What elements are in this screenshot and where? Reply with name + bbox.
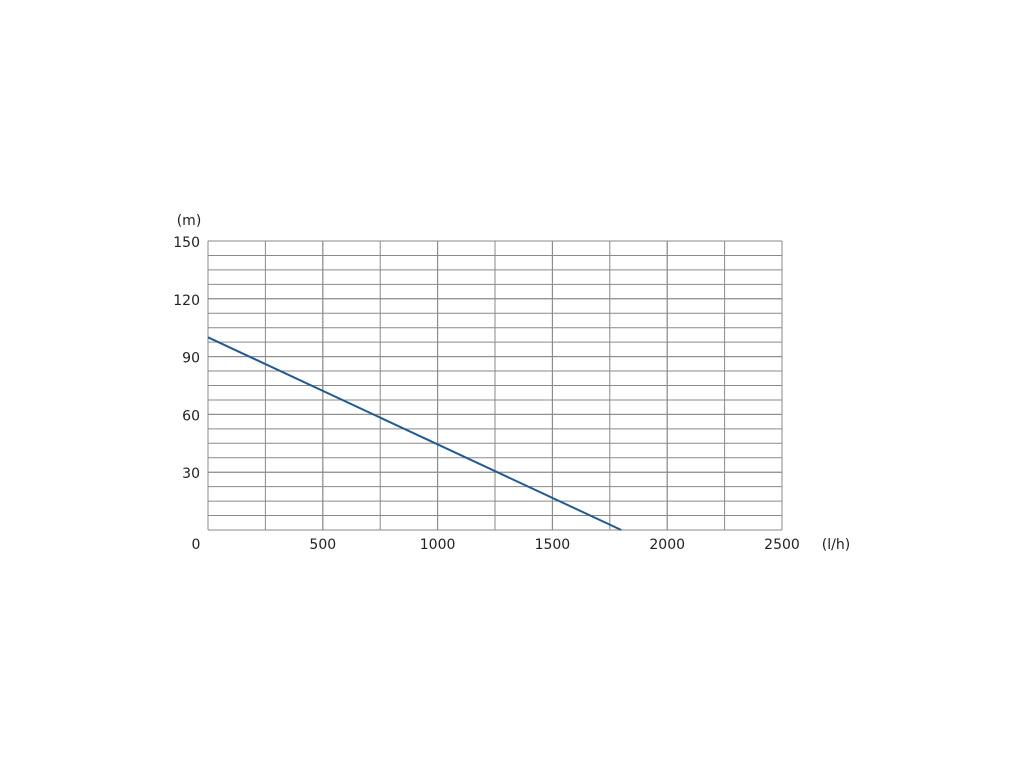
- line-series: [207, 336, 622, 531]
- y-tick-label: 90: [182, 351, 200, 367]
- y-tick-label: 120: [173, 293, 200, 309]
- x-tick-label: 500: [309, 537, 336, 553]
- y-unit: (m): [177, 213, 202, 229]
- x-tick-label: 0: [192, 537, 201, 553]
- x-tick-label: 1500: [535, 537, 571, 553]
- x-unit: (l/h): [822, 537, 850, 553]
- y-tick-label: 150: [173, 235, 200, 251]
- x-tick-label: 2500: [764, 537, 800, 553]
- y-tick-label: 60: [182, 408, 200, 424]
- y-tick-label: 30: [182, 466, 200, 482]
- x-tick-label: 1000: [420, 537, 456, 553]
- x-tick-label: 2000: [649, 537, 685, 553]
